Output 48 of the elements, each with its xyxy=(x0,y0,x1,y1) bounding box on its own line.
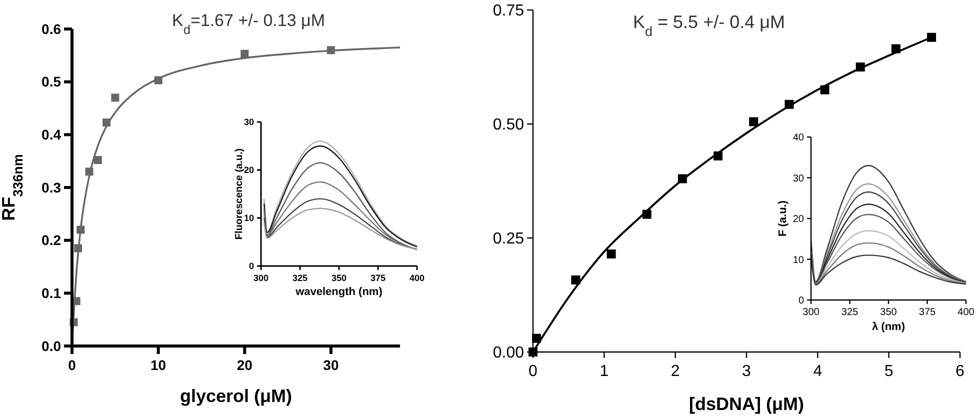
x-tick-label: 3 xyxy=(742,363,752,380)
x-tick-label: 10 xyxy=(150,357,166,373)
x-tick-label: 350 xyxy=(331,273,347,283)
y-tick-label: 30 xyxy=(244,117,254,128)
x-axis-title: [dsDNA] (μM) xyxy=(689,394,804,414)
x-tick-label: 4 xyxy=(813,363,822,380)
y-tick-label: 40 xyxy=(792,132,804,144)
annotation: K$_{d}$=1.67 +/- 0.13 μM xyxy=(172,11,325,36)
x-tick-label: 0 xyxy=(528,363,538,380)
y-tick-label: 0.25 xyxy=(492,230,524,248)
x-tick-label: 30 xyxy=(323,357,339,373)
x-tick-label: 325 xyxy=(841,307,859,318)
x-axis-title: glycerol (μM) xyxy=(180,386,292,406)
y-tick-label: 0.1 xyxy=(42,285,62,302)
y-tick-label: 0.50 xyxy=(492,116,524,134)
x-tick-label: 375 xyxy=(918,307,936,318)
y-tick-label: 0 xyxy=(248,261,254,272)
x-tick-label: 1 xyxy=(600,363,609,380)
y-tick-label: 20 xyxy=(792,214,804,225)
y-axis-title: Fluorescence (a.u.) xyxy=(234,148,245,240)
x-tick-label: 350 xyxy=(880,307,898,318)
x-tick-label: 2 xyxy=(670,363,680,380)
x-tick-label: 400 xyxy=(958,307,975,318)
y-tick-label: 0.3 xyxy=(42,179,62,196)
y-tick-label: 0.5 xyxy=(42,74,62,90)
y-tick-label: 0.4 xyxy=(42,126,62,143)
y-tick-label: 0.00 xyxy=(492,344,524,362)
x-axis-title: wavelength (nm) xyxy=(294,286,383,298)
x-tick-label: 400 xyxy=(409,273,425,283)
y-tick-label: 0.75 xyxy=(492,2,524,20)
x-tick-label: 300 xyxy=(802,307,820,318)
annotation: K$_{d}$ = 5.5 +/- 0.4 μM xyxy=(633,12,785,38)
x-tick-label: 325 xyxy=(292,273,308,283)
x-tick-label: 375 xyxy=(370,273,386,283)
x-tick-label: 0 xyxy=(68,357,76,373)
y-tick-label: 0.0 xyxy=(42,338,62,354)
y-tick-label: 0 xyxy=(798,296,804,306)
x-tick-label: 6 xyxy=(956,363,965,380)
y-axis-title: F (a.u.) xyxy=(776,200,789,237)
y-tick-label: 30 xyxy=(792,173,804,184)
y-tick-label: 20 xyxy=(244,165,254,176)
y-tick-label: 10 xyxy=(792,254,804,266)
x-tick-label: 5 xyxy=(884,363,894,380)
x-axis-title: λ (nm) xyxy=(872,321,906,333)
y-tick-label: 0.6 xyxy=(42,20,62,37)
y-tick-label: 0.2 xyxy=(42,232,62,248)
x-tick-label: 300 xyxy=(253,273,269,283)
y-tick-label: 10 xyxy=(244,213,254,224)
